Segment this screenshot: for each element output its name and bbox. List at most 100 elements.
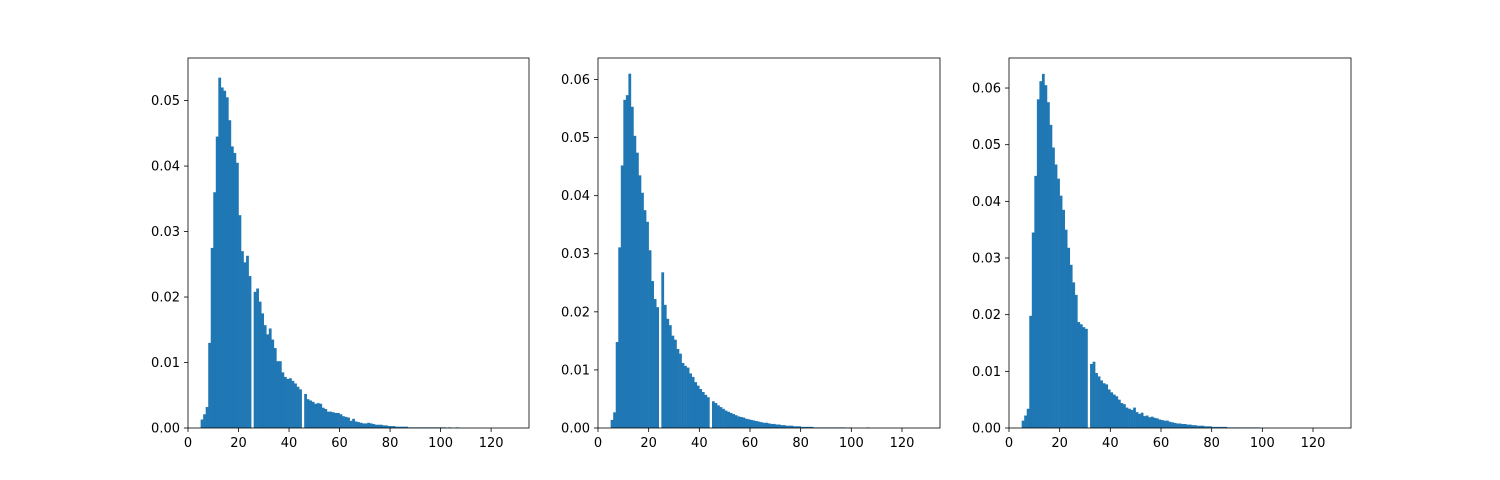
histogram-bar — [304, 393, 307, 428]
histogram-bar — [755, 421, 758, 428]
y-tick-label: 0.05 — [151, 94, 180, 109]
histogram-bar — [1052, 147, 1055, 428]
histogram-bar — [1021, 420, 1025, 428]
histogram-bar — [765, 422, 768, 428]
histogram-bar — [1110, 392, 1114, 428]
x-tick-label: 60 — [331, 436, 348, 451]
histogram-bar — [760, 422, 763, 428]
bars — [1021, 73, 1261, 429]
histogram-bar — [1036, 99, 1040, 429]
histogram-bar — [643, 210, 647, 428]
histogram-bar — [1069, 264, 1073, 428]
y-tick-label: 0.03 — [151, 225, 180, 240]
histogram-bar — [1221, 426, 1225, 428]
histogram-bar — [1064, 229, 1068, 428]
histogram-bar — [283, 376, 287, 428]
histogram-bar — [367, 422, 371, 428]
histogram-bar — [648, 250, 652, 428]
histogram-bar — [1044, 85, 1048, 428]
histogram-bar — [357, 422, 361, 428]
histogram-bar — [1031, 232, 1035, 428]
histogram-bar — [1117, 399, 1121, 428]
y-tick-label: 0.06 — [972, 82, 1001, 97]
histogram-bar — [1178, 423, 1182, 428]
y-tick-label: 0.04 — [561, 189, 590, 204]
y-tick-label: 0.06 — [561, 73, 590, 88]
histogram-bar — [793, 426, 796, 428]
histogram-bar — [238, 215, 242, 428]
histogram-bar — [1188, 424, 1192, 428]
histogram-bar — [699, 389, 703, 428]
y-tick-label: 0.03 — [972, 252, 1001, 267]
histogram-bar — [225, 97, 229, 428]
histogram-bar — [1090, 363, 1093, 428]
histogram-bar — [1105, 384, 1109, 428]
y-tick-label: 0.01 — [151, 356, 180, 371]
histogram-bar — [1224, 426, 1228, 428]
histogram-bar — [271, 339, 275, 428]
histogram-bar — [1130, 409, 1134, 428]
histogram-bar — [706, 397, 710, 428]
x-tick-label: 80 — [792, 436, 809, 451]
histogram-bar — [382, 425, 386, 428]
histogram-bar — [1150, 416, 1154, 428]
histogram-bar — [615, 342, 619, 428]
histogram-bar — [694, 382, 698, 428]
histogram-bar — [729, 412, 733, 428]
histogram-bar — [364, 423, 368, 428]
y-tick-label: 0.01 — [972, 365, 1001, 380]
histogram-bar — [734, 415, 738, 428]
histogram-bar — [1082, 327, 1086, 428]
histogram-bar — [646, 221, 649, 428]
histogram-bar — [228, 120, 232, 429]
histogram-bar — [689, 373, 692, 428]
histogram-bar — [712, 401, 715, 428]
x-tick-label: 40 — [1102, 436, 1119, 451]
histogram-bar — [613, 412, 616, 428]
histogram-bar — [750, 419, 753, 428]
histogram-bar — [261, 313, 265, 428]
x-tick-label: 0 — [1005, 436, 1013, 451]
histogram-bar — [636, 152, 639, 428]
histogram-bar — [311, 401, 315, 428]
x-tick-label: 80 — [382, 436, 399, 451]
x-tick-label: 80 — [1203, 436, 1220, 451]
y-tick-label: 0.05 — [972, 138, 1001, 153]
histogram-bar — [1074, 294, 1078, 428]
histogram-bar — [1181, 424, 1185, 428]
x-tick-label: 20 — [640, 436, 657, 451]
histogram-bar — [798, 426, 801, 428]
histogram-bar — [329, 411, 333, 428]
histogram-bar — [752, 420, 756, 428]
histogram-bar — [243, 262, 247, 428]
histogram-bar — [790, 425, 794, 428]
histogram-bar — [732, 414, 736, 428]
histogram-bar — [737, 416, 741, 428]
histogram-bar — [256, 288, 259, 428]
histogram-bar — [286, 378, 290, 428]
histogram-bar — [291, 380, 295, 428]
histogram-bar — [1186, 424, 1190, 428]
histogram-bar — [1201, 425, 1205, 428]
histogram-bar — [324, 409, 328, 428]
histogram-bar — [641, 192, 644, 428]
histogram-bar — [1079, 324, 1083, 428]
histogram-bar — [1097, 376, 1101, 428]
histogram-bar — [618, 247, 622, 428]
histogram-bar — [656, 307, 660, 428]
histogram-bar — [1135, 412, 1139, 428]
histogram-bar — [674, 339, 677, 428]
histogram-bar — [671, 335, 675, 428]
histogram-bar — [1026, 408, 1030, 428]
y-tick-label: 0.04 — [151, 160, 180, 175]
histogram-bar — [273, 348, 277, 428]
axes-frame — [597, 57, 941, 429]
histogram-bar — [1120, 403, 1124, 428]
histogram-bar — [770, 423, 774, 428]
histogram-bar — [757, 421, 761, 428]
histogram-bar — [1034, 175, 1038, 428]
histogram-bar — [1193, 425, 1197, 428]
x-tick-label: 40 — [281, 436, 298, 451]
histogram-bar — [276, 361, 280, 428]
histogram-bar — [1067, 247, 1071, 428]
